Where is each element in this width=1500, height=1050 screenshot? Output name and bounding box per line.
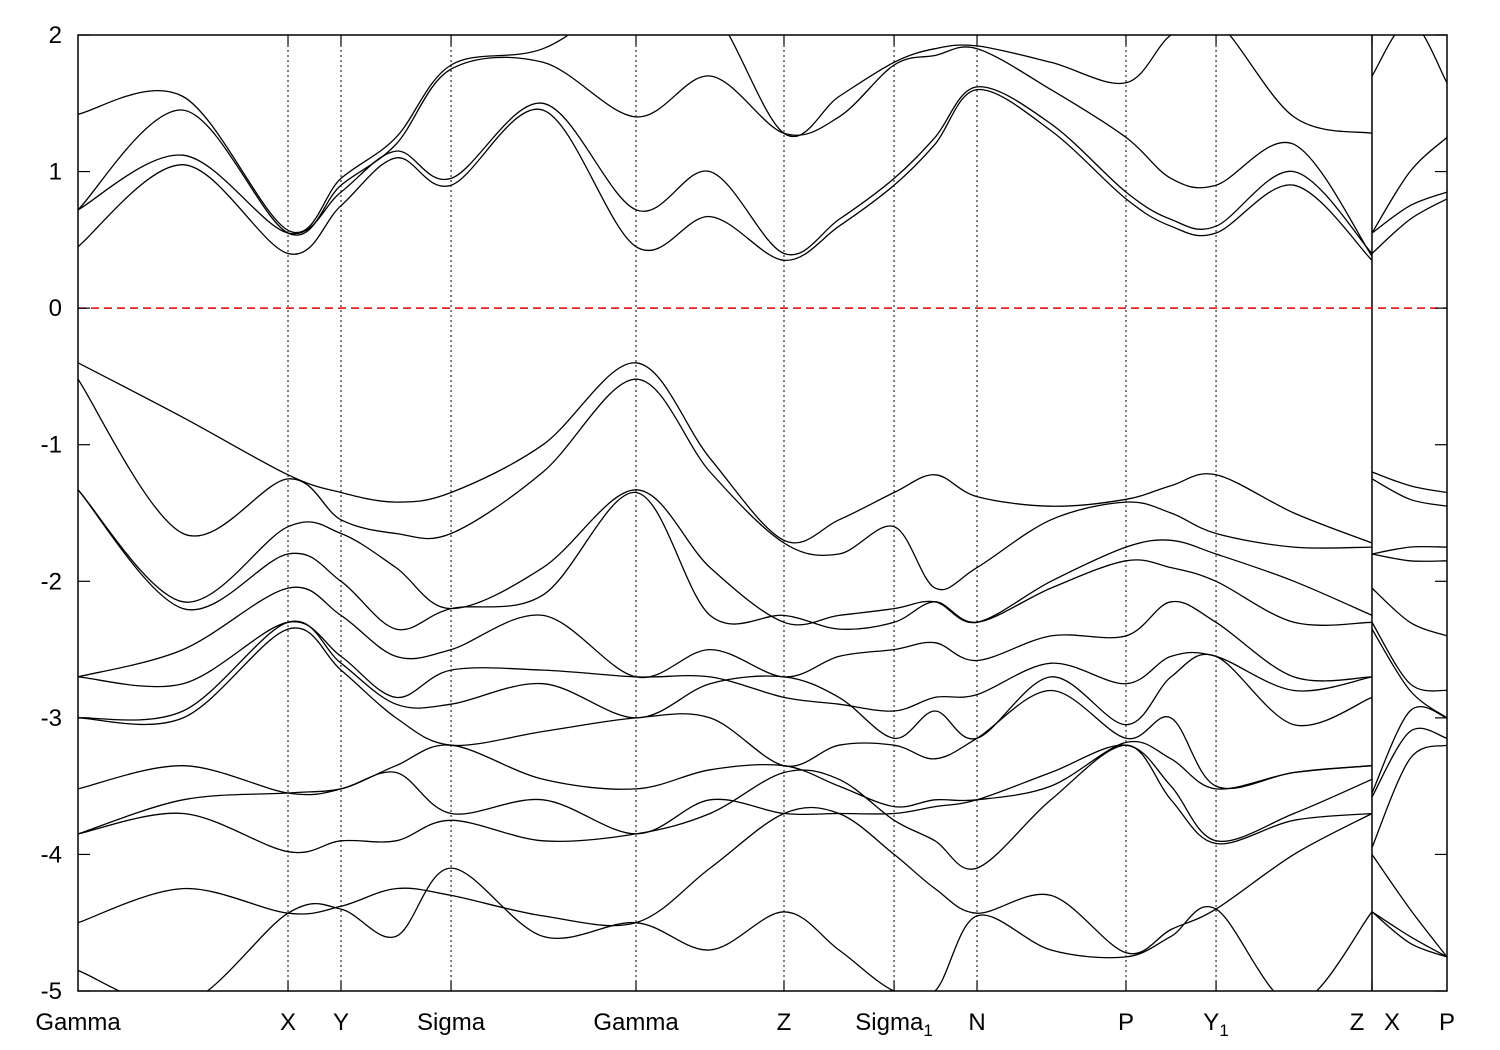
plot-frame xyxy=(77,34,1448,992)
x-tick-label: Y xyxy=(333,1009,349,1036)
y-tick-label: -2 xyxy=(41,568,62,595)
x-tick-label: X xyxy=(1384,1009,1400,1036)
x-tick-label-main: Z xyxy=(777,1009,792,1036)
x-axis: Gamma X Y Sigma Gamma Z Sigma1 N P Y1 Z X P xyxy=(35,35,1455,1040)
band-line-band-v8 xyxy=(78,627,1447,794)
band-line-band-c3 xyxy=(78,46,1447,257)
band-line-band-c2 xyxy=(78,86,1447,256)
x-tick-label-main: Gamma xyxy=(35,1009,121,1036)
x-tick-label-main: X xyxy=(1384,1009,1400,1036)
x-tick-label-main: Sigma xyxy=(417,1009,486,1036)
band-line-band-v2 xyxy=(78,378,1447,591)
x-tick-label: P xyxy=(1118,1009,1134,1036)
band-line-band-c1 xyxy=(78,88,1447,261)
x-tick-label-subscript: 1 xyxy=(923,1021,932,1040)
x-tick-label-main: P xyxy=(1439,1009,1455,1036)
x-tick-label: Y1 xyxy=(1203,1009,1228,1040)
x-tick-label-main: X xyxy=(280,1009,296,1036)
x-tick-label-main: Z xyxy=(1350,1009,1365,1036)
y-tick-label: 0 xyxy=(49,295,62,322)
x-tick-label-main: N xyxy=(968,1009,985,1036)
y-tick-label: -5 xyxy=(41,978,62,1005)
band-line-band-v12 xyxy=(78,806,1447,958)
band-line-band-v6 xyxy=(78,621,1447,712)
x-tick-label-main: Y xyxy=(1203,1009,1219,1036)
high-symmetry-lines xyxy=(287,35,1373,991)
x-tick-label-main: Y xyxy=(333,1009,349,1036)
y-axis: 2 1 0 -1 -2 -3 -4 -5 xyxy=(41,22,1447,1005)
y-tick-label: 2 xyxy=(49,22,62,49)
band-line-band-v10 xyxy=(78,744,1447,848)
band-line-band-v9 xyxy=(78,727,1447,808)
band-line-band-v13 xyxy=(78,867,1447,991)
x-tick-label-main: Sigma xyxy=(855,1009,924,1036)
x-tick-label-main: Gamma xyxy=(593,1009,679,1036)
band-line-band-v11 xyxy=(78,744,1447,958)
band-line-band-v1 xyxy=(78,362,1447,544)
x-tick-label: Z xyxy=(777,1009,792,1036)
x-tick-label-subscript: 1 xyxy=(1219,1021,1228,1040)
x-tick-label: P xyxy=(1439,1009,1455,1036)
y-tick-label: 1 xyxy=(49,159,62,186)
y-tick-label: -1 xyxy=(41,432,62,459)
band-line-band-v4 xyxy=(78,489,1447,631)
band-line-band-v7 xyxy=(78,620,1447,740)
x-tick-label: Sigma xyxy=(417,1009,486,1036)
y-tick-label: -3 xyxy=(41,705,62,732)
x-tick-label: Z xyxy=(1350,1009,1365,1036)
y-tick-label: -4 xyxy=(41,841,62,868)
x-tick-label: Gamma xyxy=(593,1009,679,1036)
band-line-band-v3 xyxy=(78,489,1447,626)
x-tick-label: Sigma1 xyxy=(855,1009,933,1040)
x-tick-label: Gamma xyxy=(35,1009,121,1036)
x-tick-label: N xyxy=(968,1009,985,1036)
x-tick-label-main: P xyxy=(1118,1009,1134,1036)
x-tick-label: X xyxy=(280,1009,296,1036)
band-line-band-v5 xyxy=(78,586,1447,682)
bands xyxy=(78,35,1447,991)
band-line-band-c4 xyxy=(78,35,1447,234)
